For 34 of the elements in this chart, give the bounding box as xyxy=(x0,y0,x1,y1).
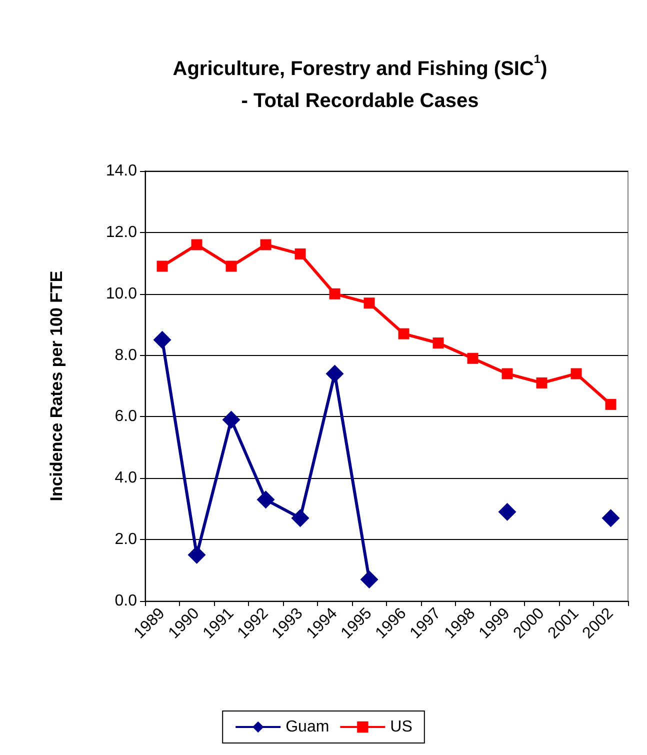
point xyxy=(329,288,340,300)
point xyxy=(364,298,375,309)
point xyxy=(191,239,202,250)
y-tick-label: 10.0 xyxy=(106,285,138,302)
point xyxy=(226,260,237,272)
point xyxy=(256,490,275,509)
point xyxy=(467,352,478,364)
point xyxy=(605,398,616,410)
y-tick-label: 6.0 xyxy=(114,408,138,426)
legend-label: US xyxy=(390,718,412,736)
point xyxy=(536,377,548,388)
point xyxy=(602,509,620,528)
point xyxy=(498,502,516,521)
y-tick-label: 4.0 xyxy=(114,470,138,487)
point xyxy=(188,546,206,564)
y-tick-label: 2.0 xyxy=(114,531,138,548)
y-axis-title: Incidence Rates per 100 FTE xyxy=(47,270,66,502)
y-tick-label: 12.0 xyxy=(106,224,138,241)
y-tick-label: 8.0 xyxy=(114,346,138,364)
point xyxy=(570,368,582,380)
point xyxy=(291,509,310,528)
point xyxy=(153,330,172,349)
point xyxy=(398,328,410,340)
point xyxy=(502,368,513,380)
point xyxy=(156,260,168,272)
point xyxy=(260,239,272,250)
point xyxy=(326,364,344,383)
legend-label: Guam xyxy=(286,718,330,736)
point xyxy=(222,410,240,429)
point xyxy=(360,570,378,588)
point xyxy=(432,338,444,348)
point xyxy=(294,248,306,260)
y-tick-label: 0.0 xyxy=(114,592,138,610)
y-tick-label: 14.0 xyxy=(106,162,138,180)
